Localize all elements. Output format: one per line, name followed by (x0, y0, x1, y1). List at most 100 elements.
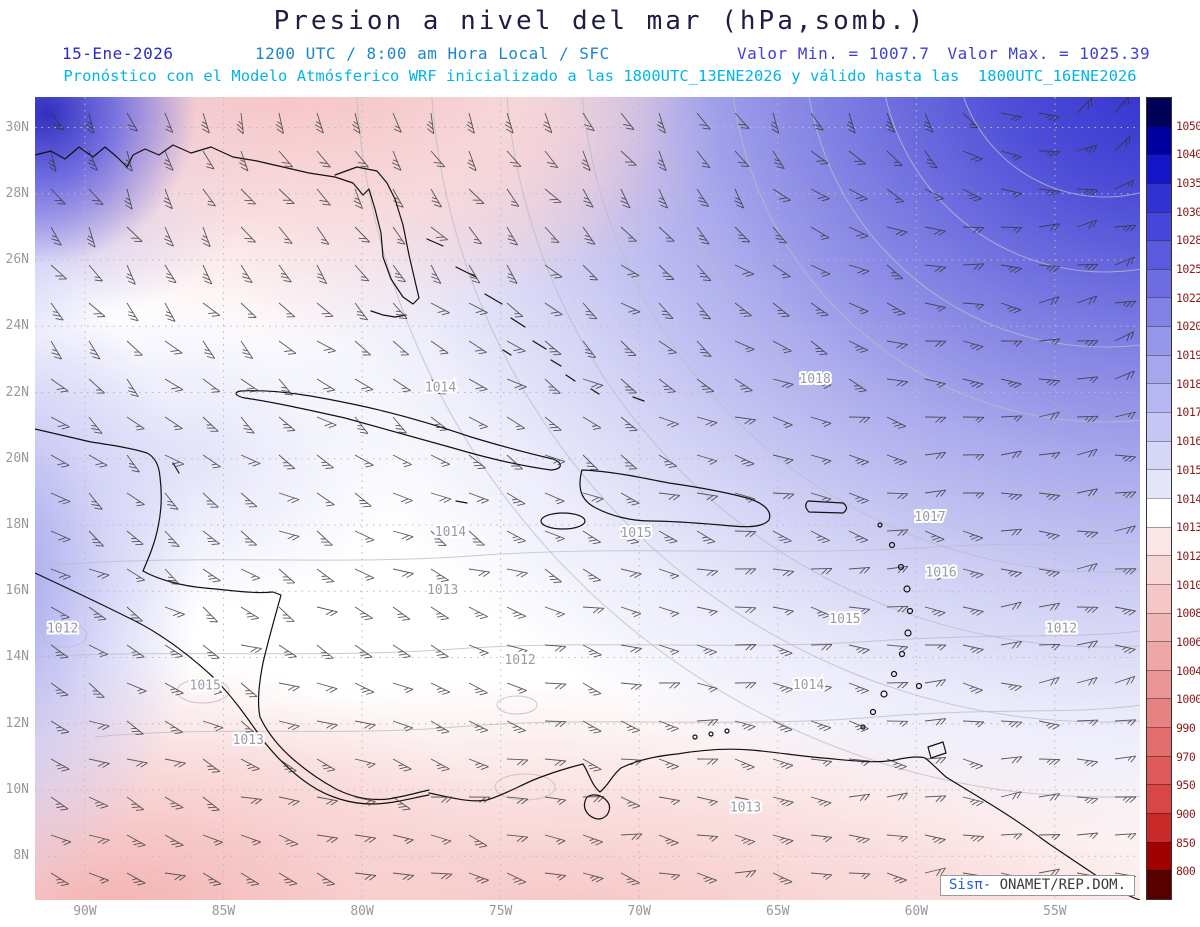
lon-tick-label: 70W (627, 904, 651, 919)
wind-barb (962, 682, 983, 694)
wind-barb (657, 150, 667, 172)
wind-barb (506, 606, 526, 619)
wind-barb (126, 378, 139, 398)
wind-barb (1114, 491, 1137, 499)
wind-barb (1000, 150, 1022, 161)
colorbar-cell (1147, 154, 1171, 183)
wind-barb (354, 834, 377, 843)
wind-barb (430, 340, 449, 355)
wind-barb (582, 758, 602, 772)
wind-barb (50, 758, 70, 772)
wind-barb (620, 112, 635, 130)
wind-barb (468, 378, 488, 392)
wind-barb (1076, 562, 1098, 572)
coastline (805, 500, 848, 514)
wind-barb (848, 644, 870, 655)
coastline (532, 340, 547, 350)
wind-barb (430, 720, 450, 734)
lat-tick-label: 8N (13, 848, 29, 864)
wind-barb (620, 682, 643, 691)
wind-barb (240, 492, 258, 508)
wind-barb (886, 834, 909, 843)
wind-barb (278, 568, 296, 584)
wind-barb (164, 226, 174, 247)
colorbar-cell (1147, 268, 1171, 298)
wind-barb (620, 492, 640, 506)
wind-barb (275, 112, 284, 134)
wind-barb (620, 226, 637, 242)
wind-barb (126, 226, 143, 242)
colorbar-cell (1147, 98, 1171, 126)
colorbar-level-label: 1020 (1176, 319, 1200, 334)
wind-barb (506, 226, 518, 246)
wind-barb (886, 188, 905, 203)
wind-barb (1038, 188, 1061, 197)
wind-barb (164, 796, 184, 810)
wind-barb (202, 568, 221, 583)
colorbar-level-label: 1012 (1176, 548, 1200, 563)
wind-barb (962, 834, 985, 842)
wind-barb (240, 378, 259, 393)
wind-barb (202, 492, 219, 508)
wind-barb (810, 758, 833, 767)
wind-barb (392, 188, 404, 208)
wind-barb (1076, 448, 1098, 458)
wind-barb (430, 834, 452, 845)
wind-barb (544, 264, 563, 279)
wind-barb (126, 796, 145, 811)
wind-barb (430, 150, 446, 168)
wind-barb (1114, 833, 1137, 840)
wind-barb (962, 340, 984, 351)
wind-barb (468, 606, 488, 620)
wind-barb (620, 188, 631, 209)
lon-tick-label: 80W (350, 904, 374, 919)
wind-barb (1114, 179, 1135, 190)
wind-barb (962, 302, 985, 310)
wind-barb (886, 264, 904, 280)
wind-barb (696, 188, 710, 207)
wind-barb (430, 568, 450, 583)
wind-barb (506, 682, 527, 694)
colorbar-level-label: 1028 (1176, 233, 1200, 248)
wind-barb (810, 378, 832, 389)
wind-barb (126, 416, 145, 431)
max-value-label: Valor Max. = 1025.39 (947, 44, 1151, 63)
colorbar-level-label: 1022 (1176, 290, 1200, 305)
colorbar-level-label: 1040 (1176, 147, 1200, 162)
colorbar-level-label: 1025 (1176, 262, 1200, 277)
lat-tick-label: 20N (5, 450, 29, 466)
wind-barb (544, 758, 567, 767)
wind-barb (354, 378, 374, 392)
wind-barb (392, 872, 415, 881)
wind-barb (430, 530, 447, 546)
lat-tick-label: 10N (5, 781, 29, 797)
wind-barb (696, 758, 719, 765)
wind-barb (1076, 640, 1098, 649)
wind-barb (582, 606, 605, 614)
wind-barb (126, 264, 136, 285)
wind-barb (582, 112, 595, 132)
wind-barb (582, 644, 602, 658)
contour-label: 1013 (233, 733, 264, 748)
contour-label: 1012 (504, 653, 535, 668)
wind-barb (164, 606, 185, 618)
wind-barb (1114, 525, 1136, 534)
wind-barb (1000, 492, 1023, 501)
wind-barb (506, 378, 527, 391)
wind-barb (316, 606, 338, 617)
wind-barb (506, 264, 518, 284)
wind-barb (1114, 606, 1136, 616)
wind-barb (810, 112, 824, 131)
wind-barb (810, 416, 832, 428)
wind-barb (544, 454, 566, 466)
wind-barb (772, 872, 793, 885)
wind-barb (924, 795, 947, 803)
wind-barb (620, 264, 640, 278)
wind-barb (50, 340, 63, 360)
wind-barb (202, 530, 220, 545)
wind-barb (126, 530, 144, 546)
contour-label: 1015 (190, 679, 221, 694)
wind-barb (164, 720, 183, 735)
wind-barb (1114, 370, 1135, 381)
wind-barb (88, 378, 105, 394)
